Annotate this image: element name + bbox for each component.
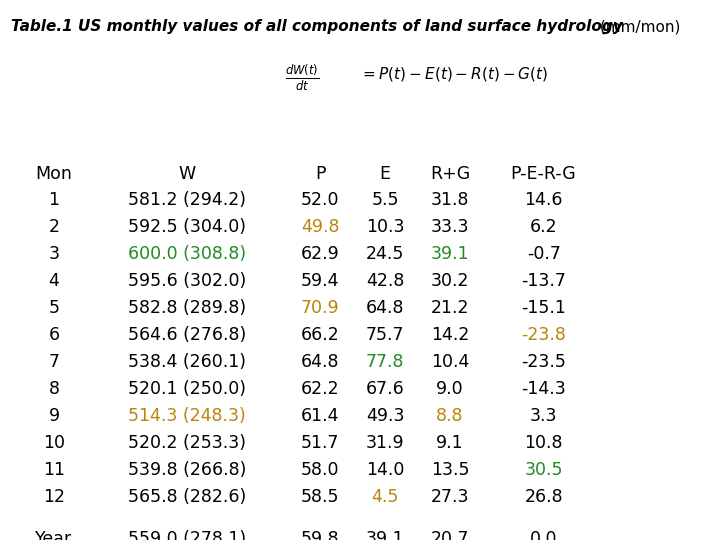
Text: E: E xyxy=(379,165,391,183)
Text: Mon: Mon xyxy=(35,165,73,183)
Text: Year: Year xyxy=(35,530,73,540)
Text: 33.3: 33.3 xyxy=(431,218,469,235)
Text: 31.9: 31.9 xyxy=(366,434,405,451)
Text: 538.4 (260.1): 538.4 (260.1) xyxy=(128,353,246,370)
Text: 2: 2 xyxy=(48,218,60,235)
Text: 31.8: 31.8 xyxy=(431,191,469,208)
Text: 58.5: 58.5 xyxy=(301,488,340,505)
Text: 52.0: 52.0 xyxy=(301,191,340,208)
Text: 10.3: 10.3 xyxy=(366,218,405,235)
Text: 58.0: 58.0 xyxy=(301,461,340,478)
Text: 7: 7 xyxy=(48,353,60,370)
Text: 10.4: 10.4 xyxy=(431,353,469,370)
Text: 6: 6 xyxy=(48,326,60,343)
Text: 14.6: 14.6 xyxy=(524,191,563,208)
Text: 30.2: 30.2 xyxy=(431,272,469,289)
Text: 14.2: 14.2 xyxy=(431,326,469,343)
Text: 565.8 (282.6): 565.8 (282.6) xyxy=(128,488,246,505)
Text: 3: 3 xyxy=(48,245,60,262)
Text: 520.2 (253.3): 520.2 (253.3) xyxy=(128,434,246,451)
Text: 27.3: 27.3 xyxy=(431,488,469,505)
Text: 559.0 (278.1): 559.0 (278.1) xyxy=(128,530,246,540)
Text: 10: 10 xyxy=(43,434,65,451)
Text: 0.0: 0.0 xyxy=(530,530,557,540)
Text: 9: 9 xyxy=(48,407,60,424)
Text: 62.9: 62.9 xyxy=(301,245,340,262)
Text: P-E-R-G: P-E-R-G xyxy=(510,165,577,183)
Text: 59.4: 59.4 xyxy=(301,272,340,289)
Text: (mm/mon): (mm/mon) xyxy=(595,19,680,35)
Text: 49.8: 49.8 xyxy=(301,218,340,235)
Text: 9.0: 9.0 xyxy=(436,380,464,397)
Text: 13.5: 13.5 xyxy=(431,461,469,478)
Text: 581.2 (294.2): 581.2 (294.2) xyxy=(128,191,246,208)
Text: 64.8: 64.8 xyxy=(301,353,340,370)
Text: 564.6 (276.8): 564.6 (276.8) xyxy=(128,326,246,343)
Text: 514.3 (248.3): 514.3 (248.3) xyxy=(128,407,246,424)
Text: 21.2: 21.2 xyxy=(431,299,469,316)
Text: 67.6: 67.6 xyxy=(366,380,405,397)
Text: 3.3: 3.3 xyxy=(530,407,557,424)
Text: -15.1: -15.1 xyxy=(521,299,566,316)
Text: -23.8: -23.8 xyxy=(521,326,566,343)
Text: -0.7: -0.7 xyxy=(526,245,561,262)
Text: 4: 4 xyxy=(48,272,60,289)
Text: 64.8: 64.8 xyxy=(366,299,405,316)
Text: 66.2: 66.2 xyxy=(301,326,340,343)
Text: -23.5: -23.5 xyxy=(521,353,566,370)
Text: 26.8: 26.8 xyxy=(524,488,563,505)
Text: -13.7: -13.7 xyxy=(521,272,566,289)
Text: 12: 12 xyxy=(43,488,65,505)
Text: 4.5: 4.5 xyxy=(372,488,399,505)
Text: 9.1: 9.1 xyxy=(436,434,464,451)
Text: W: W xyxy=(179,165,196,183)
Text: 20.7: 20.7 xyxy=(431,530,469,540)
Text: 70.9: 70.9 xyxy=(301,299,340,316)
Text: R+G: R+G xyxy=(430,165,470,183)
Text: 39.1: 39.1 xyxy=(431,245,469,262)
Text: 77.8: 77.8 xyxy=(366,353,405,370)
Text: 61.4: 61.4 xyxy=(301,407,340,424)
Text: 39.1: 39.1 xyxy=(366,530,405,540)
Text: 6.2: 6.2 xyxy=(530,218,557,235)
Text: 5: 5 xyxy=(48,299,60,316)
Text: 10.8: 10.8 xyxy=(524,434,563,451)
Text: 49.3: 49.3 xyxy=(366,407,405,424)
Text: 595.6 (302.0): 595.6 (302.0) xyxy=(128,272,246,289)
Text: 30.5: 30.5 xyxy=(524,461,563,478)
Text: $= P(t) - E(t) - R(t) - G(t)$: $= P(t) - E(t) - R(t) - G(t)$ xyxy=(360,65,548,83)
Text: 8: 8 xyxy=(48,380,60,397)
Text: 14.0: 14.0 xyxy=(366,461,405,478)
Text: 582.8 (289.8): 582.8 (289.8) xyxy=(128,299,246,316)
Text: 539.8 (266.8): 539.8 (266.8) xyxy=(128,461,246,478)
Text: 62.2: 62.2 xyxy=(301,380,340,397)
Text: 600.0 (308.8): 600.0 (308.8) xyxy=(128,245,246,262)
Text: 24.5: 24.5 xyxy=(366,245,405,262)
Text: 1: 1 xyxy=(48,191,60,208)
Text: P: P xyxy=(315,165,325,183)
Text: 5.5: 5.5 xyxy=(372,191,399,208)
Text: Table.1 US monthly values of all components of land surface hydrology: Table.1 US monthly values of all compone… xyxy=(11,19,623,35)
Text: 11: 11 xyxy=(43,461,65,478)
Text: $\frac{dW(t)}{dt}$: $\frac{dW(t)}{dt}$ xyxy=(285,62,320,93)
Text: 51.7: 51.7 xyxy=(301,434,340,451)
Text: 42.8: 42.8 xyxy=(366,272,405,289)
Text: -14.3: -14.3 xyxy=(521,380,566,397)
Text: 59.8: 59.8 xyxy=(301,530,340,540)
Text: 75.7: 75.7 xyxy=(366,326,405,343)
Text: 592.5 (304.0): 592.5 (304.0) xyxy=(128,218,246,235)
Text: 8.8: 8.8 xyxy=(436,407,464,424)
Text: 520.1 (250.0): 520.1 (250.0) xyxy=(128,380,246,397)
